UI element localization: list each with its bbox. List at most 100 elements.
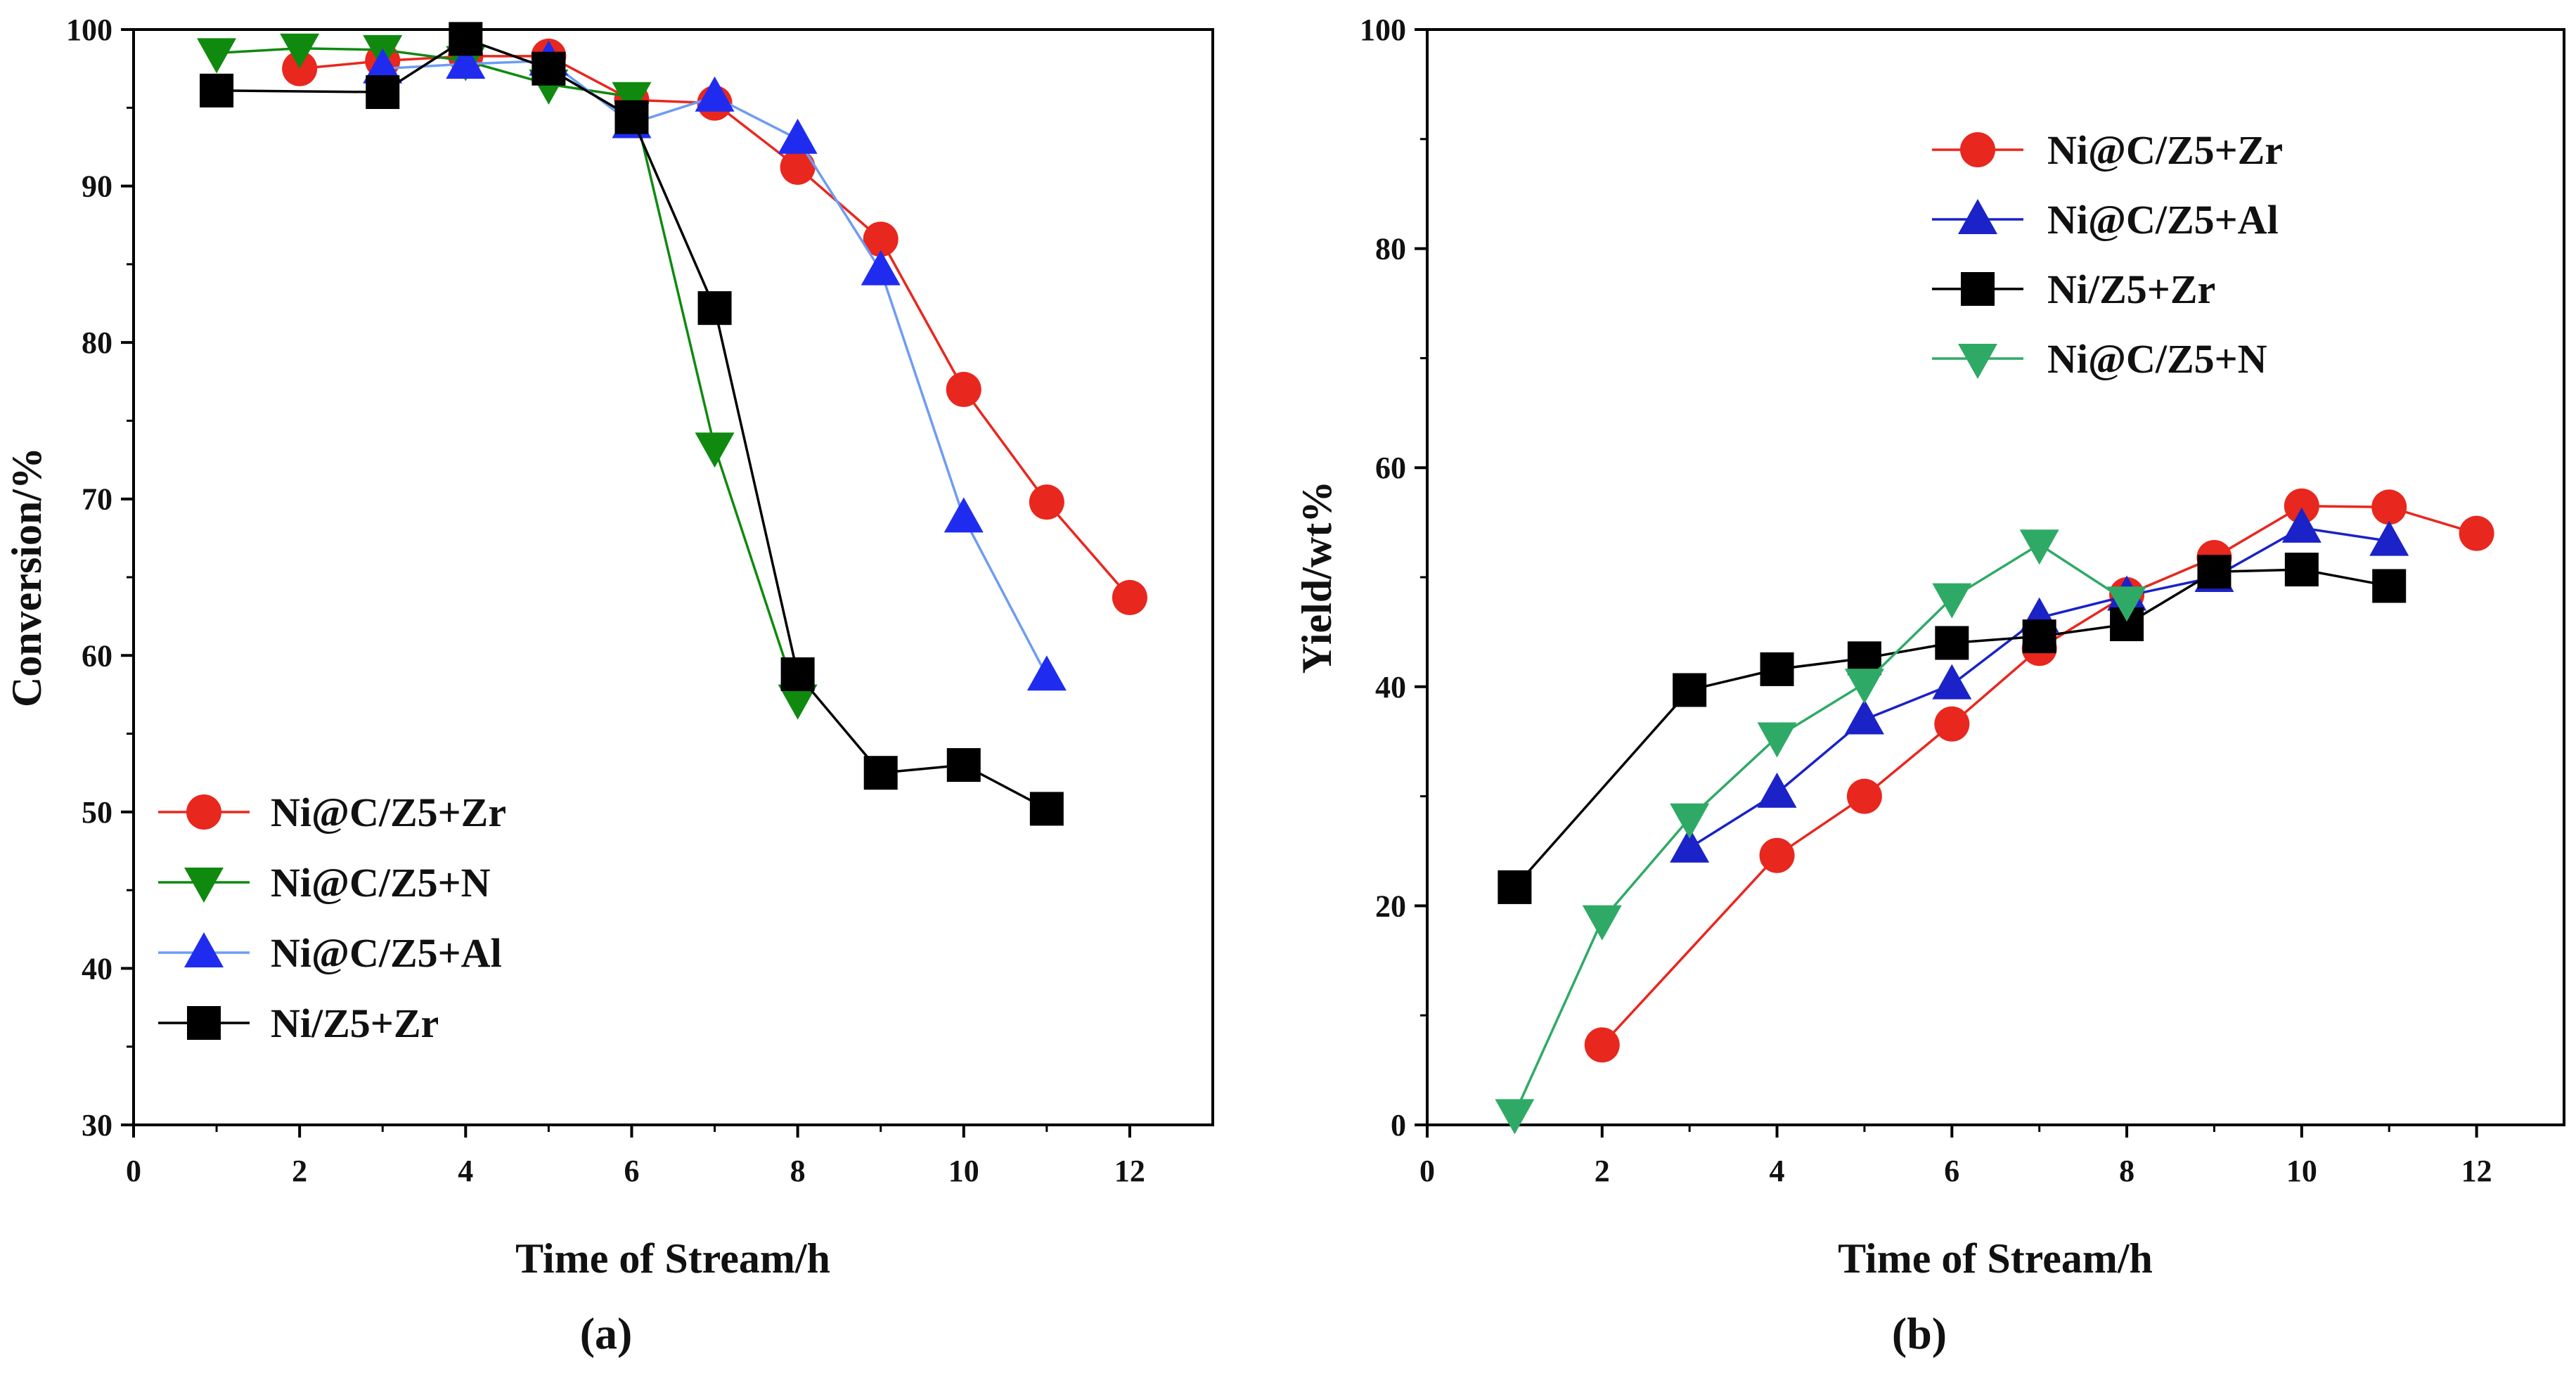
panel-a-data-point-ni-c-z5-zr [780, 149, 816, 185]
panel-b-data-point-ni-c-z5-n [1757, 722, 1797, 758]
panel-b-legend-marker-ni-c-z5-al [1958, 199, 1997, 234]
panel-b-data-point-ni-z5-zr [1498, 870, 1532, 904]
panel-b-data-point-ni-c-z5-zr [2459, 515, 2494, 551]
panel-b-legend-item-ni-c-z5-zr: Ni@C/Z5+Zr [1932, 127, 2283, 173]
panel-b-series-ni-c-z5-zr [1584, 488, 2494, 1063]
panel-b-x-tick-label: 0 [1419, 1154, 1435, 1188]
panel-a-y-tick-label: 70 [82, 482, 112, 517]
panel-b-x-tick-label: 2 [1595, 1154, 1610, 1188]
panel-a-data-point-ni-z5-zr [863, 756, 898, 790]
panel-b-data-point-ni-c-z5-al [1670, 827, 1710, 863]
panel-a-data-point-ni-z5-zr [614, 100, 649, 134]
panel-a-data-point-ni-c-z5-zr [1112, 579, 1147, 615]
panel-a-data-point-ni-z5-zr [946, 748, 981, 783]
panel-b-legend-label-ni-c-z5-zr: Ni@C/Z5+Zr [2047, 127, 2283, 173]
panel-b-x-tick-label: 6 [1944, 1154, 1959, 1188]
panel-a-data-point-ni-z5-zr [780, 657, 815, 691]
panel-a-data-point-ni-z5-zr [1029, 792, 1064, 826]
panel-a-y-tick-label: 100 [66, 13, 112, 47]
panel-a-data-point-ni-c-z5-n [280, 33, 320, 69]
panel-b-y-tick-label: 0 [1391, 1108, 1406, 1142]
panel-b-data-point-ni-c-z5-zr [1759, 837, 1795, 873]
panel-a-y-tick-label: 50 [82, 795, 112, 830]
panel-b-data-point-ni-c-z5-al [1757, 772, 1797, 808]
panel-a-data-point-ni-z5-zr [200, 73, 234, 108]
panel-a-data-point-ni-z5-zr [449, 22, 483, 56]
panel-a-x-axis-title: Time of Stream/h [515, 1235, 830, 1282]
panel-a-data-point-ni-z5-zr [697, 291, 732, 326]
panel-b-data-point-ni-c-z5-al [1844, 699, 1884, 735]
panel-b-data-point-ni-z5-zr [2197, 555, 2232, 589]
panel-a-data-point-ni-c-z5-zr [1029, 484, 1064, 520]
panel-b-x-tick-label: 8 [2119, 1154, 2134, 1188]
panel-b-data-point-ni-z5-zr [2284, 553, 2319, 587]
panel-a-data-point-ni-c-z5-al [695, 76, 735, 112]
panel-b-y-tick-label: 60 [1375, 451, 1406, 485]
panel-b-series-line-ni-z5-zr [1514, 568, 2390, 889]
panel-a-x-tick-label: 4 [458, 1154, 473, 1188]
panel-b-legend: Ni@C/Z5+Zr Ni@C/Z5+Al Ni/Z5+Zr Ni@C/Z5+N [1932, 127, 2283, 382]
panel-a-data-point-ni-c-z5-al [363, 48, 403, 84]
panel-a-series-line-ni-c-z5-n [216, 46, 799, 700]
panel-a-y-tick-label: 80 [82, 326, 112, 360]
panel-a-legend-marker-ni-z5-zr [187, 1006, 221, 1040]
panel-b-series-line-ni-c-z5-n [1513, 543, 2128, 1115]
panel-a-ticks: 0 2 4 6 8 10 12 30 40 50 60 70 80 90 100 [66, 13, 1145, 1188]
panel-a-legend-label-ni-c-z5-zr: Ni@C/Z5+Zr [271, 790, 506, 835]
panel-a-series [197, 22, 1147, 826]
panel-a-legend-label-ni-z5-zr: Ni/Z5+Zr [271, 1000, 439, 1046]
panel-a-x-tick-label: 6 [624, 1154, 639, 1188]
panel-b-legend-label-ni-c-z5-al: Ni@C/Z5+Al [2047, 197, 2279, 243]
panel-a-data-point-ni-c-z5-n [197, 38, 237, 74]
panel-a-x-tick-label: 0 [126, 1154, 141, 1188]
panel-a-data-point-ni-c-z5-al [861, 250, 901, 285]
panel-b-series-ni-c-z5-n [1495, 529, 2147, 1135]
panel-a-series-ni-c-z5-n [197, 33, 818, 720]
panel-b-legend-label-ni-c-z5-n: Ni@C/Z5+N [2047, 336, 2267, 382]
panel-b-x-tick-label: 10 [2286, 1154, 2317, 1188]
panel-a-y-tick-label: 30 [82, 1108, 112, 1142]
panel-a-y-axis-title: Conversion/% [4, 447, 50, 707]
panel-a-series-ni-c-z5-zr [282, 38, 1147, 615]
panel-a-x-tick-label: 2 [292, 1154, 307, 1188]
panel-b-x-axis-title: Time of Stream/h [1838, 1235, 2153, 1282]
panel-b-data-point-ni-c-z5-n [2107, 586, 2147, 622]
panel-b-y-axis-title: Yield/wt% [1294, 481, 1340, 674]
panel-b-y-tick-label: 40 [1375, 670, 1406, 704]
panel-a-legend-marker-ni-c-z5-zr [186, 794, 221, 830]
panel-a-series-line-ni-c-z5-zr [299, 55, 1131, 599]
panel-b-x-tick-label: 12 [2461, 1154, 2492, 1188]
panel-a-data-point-ni-c-z5-zr [946, 371, 981, 407]
panel-a-y-tick-label: 90 [82, 169, 112, 204]
panel-b-data-point-ni-z5-zr [1760, 652, 1794, 686]
panel-b-series-line-ni-c-z5-al [1689, 527, 2390, 849]
panel-b-y-tick-label: 100 [1360, 13, 1406, 47]
panel-a-data-point-ni-c-z5-n [778, 684, 818, 720]
panel-a-legend: Ni@C/Z5+Zr Ni@C/Z5+N Ni@C/Z5+Al Ni/Z5+Zr [158, 790, 506, 1046]
panel-b-data-point-ni-c-z5-zr [1584, 1027, 1620, 1063]
panel-a-x-tick-label: 8 [790, 1154, 806, 1188]
panel-a-y-tick-label: 60 [82, 638, 112, 673]
panel-b-legend-marker-ni-c-z5-zr [1960, 132, 1995, 167]
panel-a-legend-label-ni-c-z5-n: Ni@C/Z5+N [271, 860, 491, 906]
panel-b-data-point-ni-z5-zr [2372, 569, 2407, 603]
panel-a-series-line-ni-c-z5-al [382, 59, 1048, 677]
panel-a-legend-item-ni-z5-zr: Ni/Z5+Zr [158, 1000, 439, 1046]
panel-b-y-tick-label: 20 [1375, 889, 1406, 923]
panel-a-data-point-ni-c-z5-al [1026, 655, 1067, 691]
panel-a-series-line-ni-z5-zr [217, 37, 1048, 810]
panel-b-data-point-ni-c-z5-zr [2371, 489, 2407, 525]
panel-b-legend-label-ni-z5-zr: Ni/Z5+Zr [2047, 266, 2215, 312]
panel-b-legend-item-ni-z5-zr: Ni/Z5+Zr [1932, 266, 2215, 312]
panel-b-data-point-ni-c-z5-zr [1846, 778, 1882, 814]
panel-b-data-point-ni-c-z5-n [1495, 1099, 1535, 1135]
panel-b-data-point-ni-c-z5-n [1670, 803, 1710, 839]
panel-b-label: (b) [1892, 1308, 1947, 1358]
panel-b-data-point-ni-c-z5-n [2019, 529, 2059, 565]
panel-a-legend-marker-ni-c-z5-al [184, 932, 224, 967]
panel-a-data-point-ni-z5-zr [532, 51, 566, 86]
panel-b-legend-marker-ni-c-z5-n [1958, 344, 1997, 379]
